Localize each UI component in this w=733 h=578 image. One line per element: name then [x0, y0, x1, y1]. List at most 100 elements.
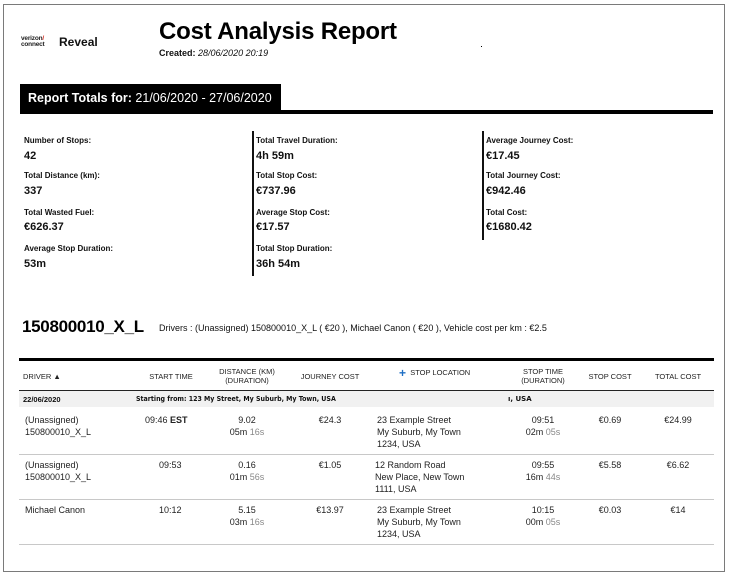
stat-label: Total Stop Duration:: [256, 244, 333, 253]
expand-plus-icon[interactable]: +: [399, 366, 407, 380]
distance-value: 0.16: [238, 460, 256, 470]
stop-sec: 05s: [545, 517, 561, 527]
start-time-cell: 09:53: [159, 460, 182, 470]
stop-time: 09:55: [531, 460, 555, 470]
stat-value: €942.46: [486, 185, 526, 197]
column-header-stop-cost[interactable]: STOP COST: [588, 372, 632, 381]
report-totals-tab: Report Totals for: 21/06/2020 - 27/06/20…: [20, 84, 281, 110]
location-line2: My Suburb, My Town: [377, 517, 461, 527]
stat-label: Total Wasted Fuel:: [24, 208, 95, 217]
stat-label: Total Stop Cost:: [256, 171, 318, 180]
page-title: Cost Analysis Report: [159, 18, 397, 45]
stat-label: Number of Stops:: [24, 136, 92, 145]
distance-header-line1: DISTANCE (KM): [219, 367, 275, 376]
driver-line1: (Unassigned): [25, 460, 79, 470]
stat-label: Total Journey Cost:: [486, 171, 561, 180]
driver-cell: Michael Canon: [25, 504, 85, 516]
duration-sec: 16s: [249, 427, 265, 437]
stop-min: 16m: [525, 472, 544, 482]
stat-value: €626.37: [24, 221, 64, 233]
stop-cost-cell: €0.03: [598, 505, 622, 515]
stop-location-cell: 12 Random Road New Place, New Town 1111, U…: [375, 459, 464, 495]
stop-location-cell: 23 Example Street My Suburb, My Town 1234,…: [377, 504, 461, 540]
location-line3: 1234, USA: [377, 529, 421, 539]
column-header-journey-cost[interactable]: JOURNEY COST: [300, 372, 360, 381]
stat-value: 53m: [24, 258, 47, 270]
location-line1: 12 Random Road: [375, 460, 446, 470]
driver-cell: (Unassigned) 150800010_X_L: [25, 414, 91, 438]
column-header-stop-time[interactable]: STOP TIME (DURATION): [510, 367, 576, 385]
journey-cost-cell: €24.3: [318, 415, 342, 425]
distance-cell: 5.15 03m 16s: [210, 504, 284, 528]
journey-cost-cell: €1.05: [318, 460, 342, 470]
stop-time: 10:15: [531, 505, 555, 515]
start-time-cell: 10:12: [159, 505, 182, 515]
driver-cell: (Unassigned) 150800010_X_L: [25, 459, 91, 483]
column-header-distance[interactable]: DISTANCE (KM) (DURATION): [210, 367, 284, 385]
stop-time-cell: 09:51 02m 05s: [510, 414, 576, 438]
duration-sec: 16s: [249, 517, 265, 527]
starting-from: Starting from: 123 My Street, My Suburb,…: [136, 395, 336, 403]
stop-time-header-line2: (DURATION): [521, 376, 565, 385]
vehicle-drivers-info: Drivers : (Unassigned) 150800010_X_L ( €…: [159, 323, 547, 333]
stat-value: €737.96: [256, 185, 296, 197]
stat-label: Average Stop Duration:: [24, 244, 114, 253]
stat-label: Total Travel Duration:: [256, 136, 338, 145]
column-header-start-time[interactable]: START TIME: [149, 372, 193, 381]
stop-time-header-line1: STOP TIME: [522, 367, 563, 376]
stat-label: Total Distance (km):: [24, 171, 100, 180]
start-time-cell: 09:46 EST: [145, 414, 188, 426]
stat-label: Average Stop Cost:: [256, 208, 330, 217]
stat-value: €17.57: [256, 221, 290, 233]
duration-min: 01m: [229, 472, 248, 482]
column-divider: [252, 131, 254, 276]
location-line2: My Suburb, My Town: [377, 427, 461, 437]
duration-min: 03m: [229, 517, 248, 527]
column-header-stop-location[interactable]: + STOP LOCATION: [399, 366, 471, 380]
stray-dot: [481, 46, 482, 47]
row-divider: [19, 544, 714, 545]
stop-min: 00m: [525, 517, 544, 527]
column-header-driver[interactable]: DRIVER ▲: [23, 372, 61, 381]
duration-min: 05m: [229, 427, 248, 437]
stat-value: €1680.42: [486, 221, 532, 233]
journey-cost-cell: €13.97: [316, 505, 344, 515]
verizon-connect-logo: verizon/ connect: [21, 35, 45, 48]
row-divider: [19, 499, 714, 500]
timezone: EST: [170, 415, 188, 425]
stop-time-cell: 10:15 00m 05s: [510, 504, 576, 528]
stat-value: 4h 59m: [256, 150, 294, 162]
driver-line2: 150800010_X_L: [25, 427, 92, 437]
stat-value: €17.45: [486, 150, 520, 162]
stop-time-cell: 09:55 16m 44s: [510, 459, 576, 483]
overflow-text: ı, USA: [508, 395, 532, 403]
location-line3: 1234, USA: [377, 439, 421, 449]
stop-cost-cell: €0.69: [598, 415, 622, 425]
product-name: Reveal: [59, 35, 98, 49]
column-header-total-cost[interactable]: TOTAL COST: [654, 372, 702, 381]
location-line2: New Place, New Town: [375, 472, 465, 482]
stop-cost-cell: €5.58: [598, 460, 622, 470]
stat-value: 36h 54m: [256, 258, 301, 270]
logo-line2: connect: [21, 41, 45, 48]
group-date: 22/06/2020: [23, 395, 61, 404]
stat-value: 337: [24, 185, 43, 197]
totals-divider: [20, 110, 713, 114]
table-top-border: [19, 358, 714, 361]
created-value: 28/06/2020 20:19: [198, 48, 269, 58]
location-line1: 23 Example Street: [377, 505, 452, 515]
table-header-border: [19, 390, 714, 391]
stop-location-label: STOP LOCATION: [410, 368, 471, 377]
start-time: 09:46: [145, 415, 168, 425]
distance-header-line2: (DURATION): [225, 376, 269, 385]
driver-line2: 150800010_X_L: [25, 472, 92, 482]
total-cost-cell: €6.62: [666, 460, 690, 470]
driver-line1: Michael Canon: [25, 505, 86, 515]
distance-cell: 9.02 05m 16s: [210, 414, 284, 438]
column-divider: [482, 131, 484, 240]
distance-value: 5.15: [238, 505, 256, 515]
distance-value: 9.02: [238, 415, 256, 425]
stop-sec: 44s: [545, 472, 561, 482]
total-cost-cell: €24.99: [664, 415, 692, 425]
location-line1: 23 Example Street: [377, 415, 452, 425]
